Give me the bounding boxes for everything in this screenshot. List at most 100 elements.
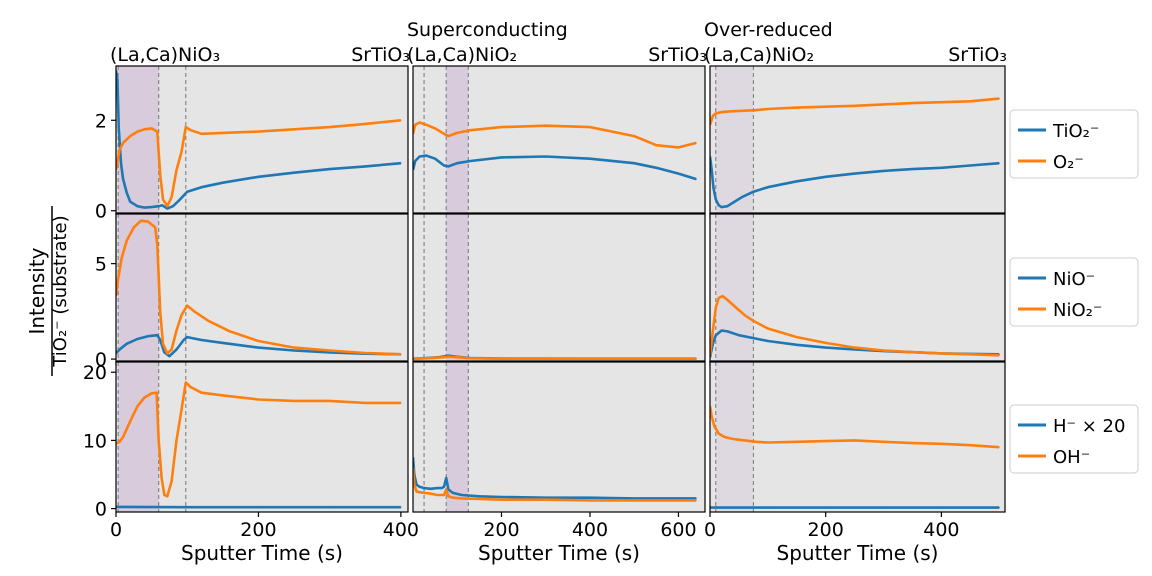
panel-background: [710, 362, 1005, 512]
data-point: [364, 123, 366, 125]
data-point: [162, 343, 164, 345]
data-point: [545, 497, 547, 499]
data-point: [732, 202, 734, 204]
data-point: [726, 299, 729, 301]
data-point: [161, 477, 163, 479]
data-point: [122, 178, 124, 180]
data-point: [329, 349, 331, 352]
series-line-blue: [413, 457, 697, 500]
series-line-orange: [116, 219, 401, 356]
data-point: [175, 439, 178, 441]
legend-label: NiO⁻: [1053, 269, 1095, 290]
data-point: [171, 196, 173, 198]
data-point: [854, 105, 856, 107]
data-point: [163, 351, 165, 353]
data-point: [414, 124, 416, 126]
panel-background: [116, 362, 408, 512]
data-point: [752, 337, 755, 339]
data-point: [545, 125, 547, 127]
data-point: [126, 240, 128, 242]
data-point: [711, 415, 713, 418]
data-point: [430, 493, 432, 495]
data-point: [969, 444, 971, 446]
data-point: [911, 442, 914, 444]
data-point: [500, 496, 503, 498]
data-point: [159, 310, 161, 312]
data-point: [400, 119, 402, 121]
data-point: [166, 495, 168, 497]
data-point: [222, 394, 224, 396]
layer-shade: [118, 362, 159, 512]
legends: TiO₂⁻ O₂⁻ NiO⁻ NiO₂⁻ H⁻ × 20 OH⁻: [1009, 109, 1139, 474]
data-point: [744, 314, 746, 316]
data-point: [143, 396, 146, 399]
data-point: [400, 162, 402, 164]
data-point: [998, 507, 1000, 509]
layer-shade: [715, 214, 754, 361]
data-point: [175, 329, 178, 332]
data-point: [190, 386, 192, 388]
legend-0: TiO₂⁻ O₂⁻: [1009, 109, 1139, 179]
panel-frame: [115, 213, 409, 362]
data-point: [151, 392, 153, 394]
data-point: [695, 499, 697, 501]
data-point: [200, 186, 203, 188]
data-point: [854, 348, 856, 351]
data-point: [293, 400, 295, 402]
data-point: [721, 206, 723, 208]
data-point: [911, 351, 914, 353]
data-point: [715, 306, 717, 309]
data-point: [229, 330, 231, 332]
data-point: [741, 196, 743, 198]
data-point: [711, 169, 713, 171]
data-point: [413, 484, 415, 486]
panel-background: [116, 214, 408, 361]
y-tick-label: 10: [83, 430, 107, 452]
layer-shade: [446, 66, 469, 213]
data-point: [158, 439, 160, 441]
y-tick-label: 2: [95, 110, 107, 132]
data-point: [438, 357, 441, 359]
data-point: [159, 339, 161, 341]
data-point: [998, 98, 1000, 100]
legend-label: OH⁻: [1053, 447, 1090, 468]
data-point: [156, 243, 158, 246]
data-point: [722, 295, 724, 297]
data-point: [796, 344, 798, 346]
data-point: [712, 115, 714, 117]
data-point: [443, 494, 445, 496]
data-point: [695, 178, 697, 180]
panel-col1-row2: 200 400 600: [412, 361, 706, 541]
data-point: [882, 103, 885, 105]
data-point: [419, 155, 421, 158]
data-point: [998, 162, 1000, 164]
data-point: [825, 106, 827, 108]
data-point: [854, 347, 856, 349]
data-point: [478, 498, 480, 500]
data-point: [633, 497, 635, 499]
data-point: [147, 335, 149, 337]
legend-label: NiO₂⁻: [1053, 300, 1102, 321]
data-point: [721, 329, 723, 332]
data-point: [400, 402, 402, 404]
data-point: [500, 156, 503, 158]
data-point: [718, 297, 720, 299]
data-point: [186, 305, 188, 307]
data-point: [415, 484, 418, 486]
data-point: [175, 169, 178, 171]
data-point: [186, 506, 188, 508]
data-point: [172, 205, 174, 207]
data-point: [447, 356, 449, 358]
data-point: [633, 162, 635, 164]
data-point: [364, 165, 366, 167]
data-point: [208, 320, 210, 322]
x-axis-label-col0: Sputter Time (s): [181, 541, 343, 565]
data-point: [969, 353, 971, 355]
data-point: [461, 494, 463, 496]
data-point: [166, 205, 168, 207]
data-point: [171, 480, 173, 482]
data-point: [419, 486, 421, 488]
layer-shade: [118, 66, 159, 213]
data-point: [767, 108, 769, 110]
